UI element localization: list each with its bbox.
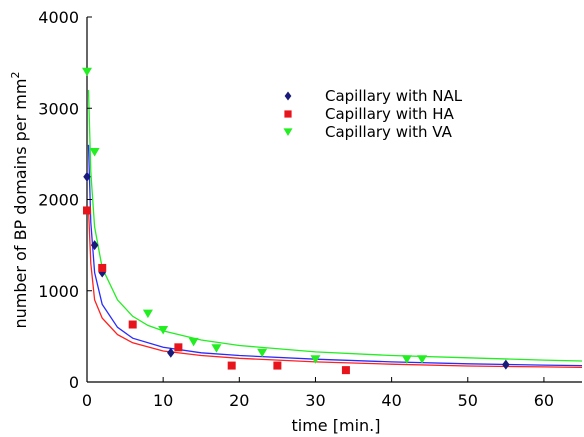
data-point [227, 361, 236, 370]
data-point [174, 343, 183, 352]
x-tick-label: 0 [82, 391, 92, 410]
data-point [82, 67, 92, 77]
data-point [98, 263, 107, 272]
x-tick-label: 50 [458, 391, 478, 410]
data-point [341, 366, 350, 375]
x-tick-label: 60 [534, 391, 554, 410]
x-tick-label: 40 [381, 391, 401, 410]
data-point [211, 344, 222, 353]
legend-label: Capillary with NAL [325, 87, 463, 105]
data-point [188, 337, 199, 347]
axis-ticks: 0 10 20 30 40 50 60 0 1000 2000 3000 4000 [38, 8, 554, 410]
y-tick-label: 2000 [38, 191, 79, 210]
data-point [83, 206, 91, 215]
y-tick-label: 3000 [38, 99, 79, 118]
legend-marker [284, 110, 292, 118]
legend-label: Capillary with HA [325, 105, 455, 123]
x-axis-label: time [min.] [292, 416, 381, 435]
x-tick-label: 10 [153, 391, 173, 410]
data-point [502, 359, 510, 370]
legend-label: Capillary with VA [325, 123, 453, 141]
data-point [310, 355, 321, 364]
data-point [158, 325, 169, 335]
legend-marker [284, 91, 292, 101]
data-points [82, 67, 510, 375]
y-tick-label: 0 [69, 373, 79, 392]
data-point [257, 348, 268, 358]
data-point [273, 361, 282, 370]
data-point [401, 355, 412, 364]
data-point [89, 148, 100, 157]
fit-curve [87, 208, 583, 369]
data-point [167, 347, 175, 358]
y-axis-label-main: number of BP domains per mm [11, 79, 30, 329]
data-point [417, 355, 428, 364]
x-tick-label: 20 [229, 391, 249, 410]
x-tick-label: 30 [305, 391, 325, 410]
y-axis-label-superscript: 2 [9, 72, 22, 79]
y-tick-label: 4000 [38, 8, 79, 27]
data-point [142, 309, 153, 319]
y-axis-label: number of BP domains per mm2 [9, 72, 30, 329]
data-point [90, 240, 99, 251]
data-point [83, 171, 91, 182]
y-tick-label: 1000 [38, 282, 79, 301]
data-point [128, 320, 137, 329]
legend-marker [283, 128, 293, 137]
